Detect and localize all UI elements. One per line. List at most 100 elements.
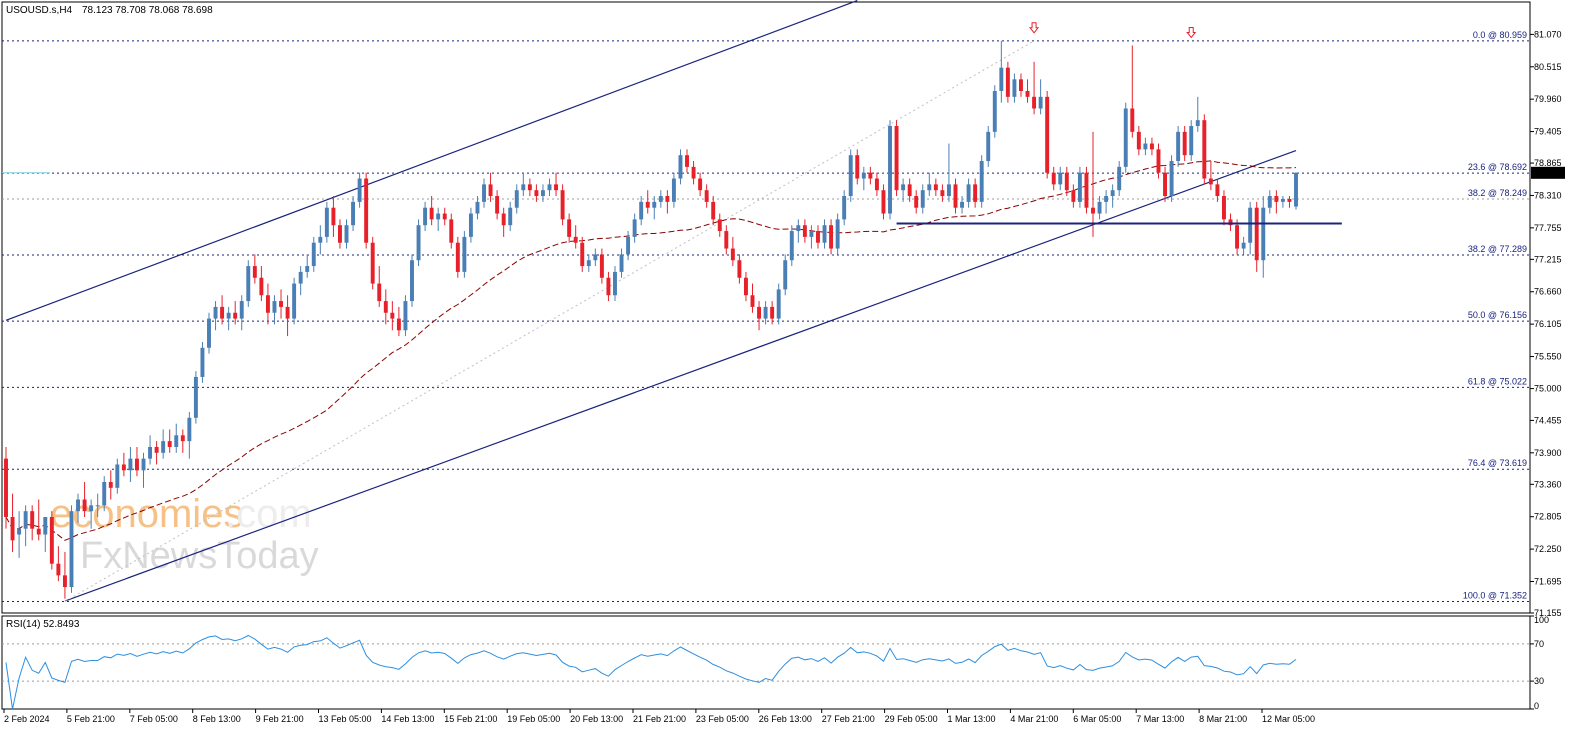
candle-body — [1149, 143, 1154, 150]
candle-body — [940, 190, 945, 197]
candle — [907, 178, 912, 202]
fib-label: 61.8 @ 75.022 — [1468, 376, 1527, 386]
candle — [979, 155, 984, 208]
y-tick-label: 78.865 — [1534, 158, 1562, 168]
candle-body — [121, 464, 126, 471]
candle — [193, 371, 198, 424]
candle-body — [69, 511, 74, 588]
candle — [685, 149, 689, 173]
candle-body — [501, 213, 506, 226]
candle-body — [272, 301, 277, 313]
candle — [1169, 155, 1174, 202]
candle — [1104, 190, 1109, 214]
candle — [246, 260, 251, 307]
candle-body — [318, 236, 323, 243]
candle — [946, 143, 951, 202]
candle-body — [933, 184, 938, 191]
candle — [547, 178, 552, 197]
candle — [1123, 102, 1128, 173]
candle-body — [95, 505, 100, 507]
candle — [436, 207, 441, 232]
candle — [613, 266, 617, 302]
candle-body — [488, 184, 493, 197]
candle — [4, 446, 8, 529]
candle-body — [1254, 207, 1259, 261]
candle-body — [1038, 96, 1043, 109]
candle — [927, 172, 932, 197]
candle — [560, 184, 565, 226]
candle — [776, 283, 781, 325]
candle-body — [187, 417, 192, 442]
candle-body — [200, 347, 205, 377]
candle-body — [233, 312, 238, 319]
candle — [1091, 131, 1095, 237]
x-tick-label: 5 Feb 21:00 — [67, 714, 115, 724]
candle-body — [1058, 172, 1063, 185]
candle-body — [180, 435, 185, 442]
candle-body — [691, 166, 696, 179]
current-price-label: 78.698 — [1533, 168, 1561, 178]
candle-body — [1097, 201, 1102, 214]
candle-body — [4, 458, 8, 518]
fib-trend-line — [64, 40, 1035, 602]
candle — [174, 423, 179, 453]
candle — [1143, 137, 1148, 156]
candle-body — [311, 242, 316, 267]
y-tick-label: 80.515 — [1534, 62, 1562, 72]
candle-body — [1032, 96, 1037, 109]
candle — [180, 429, 185, 453]
candle-body — [482, 184, 486, 202]
rsi-indicator: 100 70 30 0 — [2, 615, 1549, 711]
candle-body — [704, 190, 709, 202]
candle-body — [626, 236, 631, 255]
candle-body — [1012, 79, 1017, 97]
candle-body — [757, 306, 762, 319]
candle-body — [835, 219, 840, 249]
y-tick-label: 76.660 — [1534, 287, 1562, 297]
candle-body — [246, 266, 251, 302]
candle — [704, 184, 709, 208]
candle-body — [1235, 225, 1240, 249]
candle — [652, 196, 657, 220]
candle-body — [1084, 172, 1089, 208]
y-tick-label: 81.070 — [1534, 29, 1562, 39]
candle — [298, 266, 303, 296]
candle — [1136, 126, 1141, 156]
candle-body — [1025, 90, 1030, 97]
candle-body — [1110, 190, 1115, 197]
ohlc-values: 78.123 78.708 78.068 78.698 — [82, 5, 213, 16]
candle-body — [671, 178, 676, 202]
candle — [992, 85, 997, 138]
candle — [279, 289, 283, 319]
candle-body — [632, 219, 637, 237]
candle-body — [239, 301, 244, 319]
candle-body — [475, 201, 480, 214]
candle-body — [567, 219, 572, 237]
x-tick-label: 14 Feb 13:00 — [381, 714, 434, 724]
candle-body — [410, 260, 414, 302]
candle — [200, 341, 205, 383]
candle — [49, 511, 54, 570]
candle-body — [606, 277, 611, 296]
channel-lower-line — [64, 149, 1297, 602]
candle — [167, 429, 172, 453]
candle — [789, 225, 794, 267]
candle — [36, 499, 41, 541]
candle-body — [521, 184, 526, 191]
candle — [678, 149, 683, 185]
watermark: economies .com FxNewsToday — [50, 492, 319, 577]
candle — [658, 190, 663, 208]
candle — [599, 248, 604, 284]
candle-body — [724, 231, 729, 249]
candle-body — [423, 207, 428, 226]
candle — [619, 248, 624, 278]
candle-body — [207, 318, 211, 348]
candle — [501, 207, 506, 237]
candle — [1254, 201, 1259, 272]
candle-body — [796, 225, 801, 232]
candle-body — [547, 184, 552, 191]
y-tick-label: 71.155 — [1534, 608, 1562, 618]
candle-body — [1077, 172, 1082, 202]
candle-body — [259, 277, 264, 296]
candle — [1287, 196, 1292, 208]
